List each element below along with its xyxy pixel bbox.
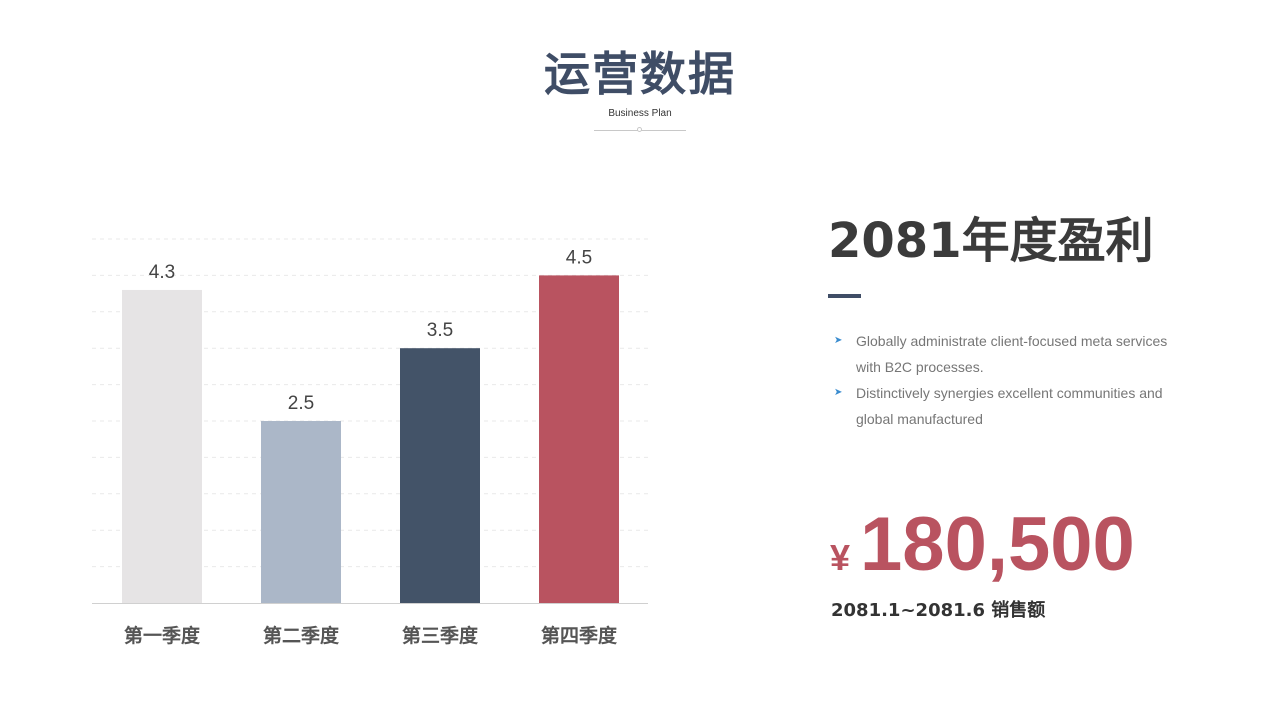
category-label: 第二季度: [263, 624, 340, 647]
title-block: 运营数据 Business Plan: [0, 44, 1280, 120]
bullet-item: ➤ Distinctively synergies excellent comm…: [828, 380, 1176, 432]
data-label: 4.5: [566, 247, 592, 268]
category-label: 第一季度: [124, 624, 201, 647]
currency-symbol: ¥: [830, 537, 851, 578]
data-label: 4.3: [149, 262, 175, 283]
bullet-item: ➤ Globally administrate client-focused m…: [828, 328, 1176, 380]
bar-chart: 4.3 第一季度 2.5 第二季度 3.5 第三季度 4.5 第四季度: [92, 238, 648, 647]
page-title: 运营数据: [544, 47, 736, 101]
bar: [400, 348, 480, 603]
bullet-text: Globally administrate client-focused met…: [856, 333, 1168, 375]
profit-amount: 180,500: [860, 502, 1135, 587]
profit-title: 2081年度盈利: [828, 213, 1154, 269]
right-panel: 2081年度盈利 ➤ Globally administrate client-…: [828, 205, 1248, 448]
page-subtitle: Business Plan: [608, 108, 672, 119]
amount-row: ¥180,500: [830, 500, 1135, 590]
data-label: 3.5: [427, 320, 453, 341]
bullet-text: Distinctively synergies excellent commun…: [856, 385, 1163, 427]
category-label: 第三季度: [402, 624, 479, 647]
title-divider-dot: [637, 127, 642, 132]
arrow-right-icon: ➤: [834, 335, 843, 346]
period-label: 2081.1~2081.6 销售额: [831, 600, 1046, 621]
bar: [122, 289, 202, 603]
data-label: 2.5: [288, 393, 314, 414]
category-label: 第四季度: [541, 624, 618, 647]
accent-divider: [828, 294, 861, 298]
bar: [539, 275, 619, 603]
bullet-list: ➤ Globally administrate client-focused m…: [828, 328, 1248, 432]
bar: [261, 421, 341, 603]
arrow-right-icon: ➤: [834, 387, 843, 398]
